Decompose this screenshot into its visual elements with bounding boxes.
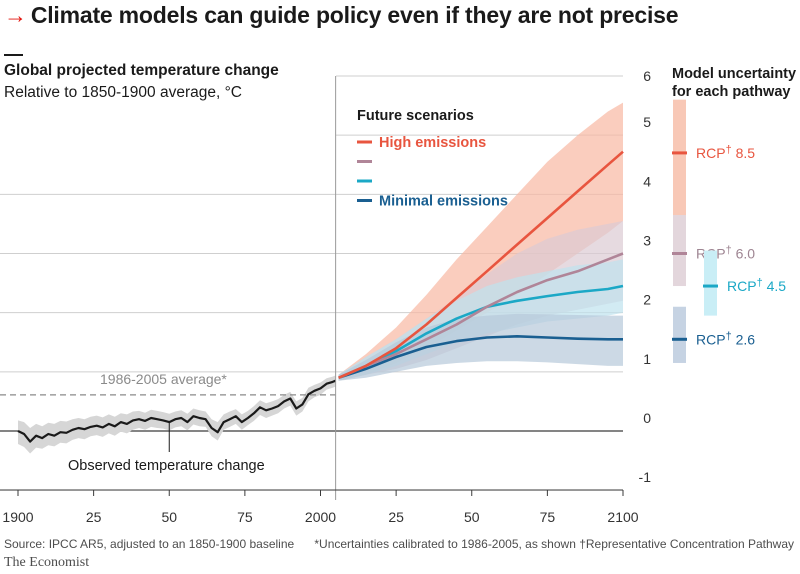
observed-line — [17, 379, 337, 443]
chart-headline: → Climate models can guide policy even if… — [4, 2, 679, 29]
y-tick-label: 5 — [643, 114, 651, 130]
scenario-band — [338, 102, 623, 381]
y-tick-label: -1 — [639, 469, 652, 485]
source-note: Source: IPCC AR5, adjusted to an 1850-19… — [4, 537, 295, 551]
panel-title-line2: for each pathway — [672, 84, 790, 100]
x-tick-label: 25 — [388, 509, 404, 525]
x-tick-label: 50 — [464, 509, 480, 525]
reference-layer: 1986-2005 average* — [0, 371, 336, 396]
x-tick-label: 75 — [540, 509, 556, 525]
scenario-line — [338, 252, 624, 379]
legend-label: Minimal emissions — [379, 194, 508, 210]
y-tick-label: 6 — [643, 68, 651, 84]
uncertainty-bar-label: RCP† 2.6 — [696, 330, 755, 347]
scenario-line — [338, 335, 623, 380]
title-rule — [4, 54, 23, 56]
uncertainty-bands — [18, 102, 623, 454]
panel-title-line1: Model uncertainty — [672, 66, 796, 82]
uncertainty-panel: Model uncertainty for each pathway RCP† 8.… — [672, 66, 796, 363]
uncertainty-bar — [704, 250, 717, 316]
uncertainty-bar-label: RCP† 4.5 — [727, 277, 786, 294]
reference-line-label: 1986-2005 average* — [100, 371, 227, 387]
uncertainty-bar — [673, 99, 686, 242]
brand-logo: The Economist — [4, 555, 90, 570]
uncertainty-bar-label: RCP† 6.0 — [696, 245, 755, 262]
y-tick-label: 1 — [643, 351, 651, 367]
legend: Future scenarios High emissions Minimal em… — [357, 108, 508, 210]
uncertainty-bar-label: RCP† 8.5 — [696, 144, 755, 161]
x-tick-label: 2000 — [305, 509, 336, 525]
uncertainty-bar — [673, 306, 686, 363]
observed-band — [18, 375, 336, 454]
scenario-band — [338, 313, 623, 381]
x-tick-label: 50 — [161, 509, 177, 525]
x-tick-label: 2100 — [607, 509, 638, 525]
x-tick-label: 75 — [237, 509, 253, 525]
y-tick-label: 3 — [643, 233, 651, 249]
y-tick-label: 0 — [643, 410, 651, 426]
chart-title: Global projected temperature change — [4, 62, 279, 79]
legend-title: Future scenarios — [357, 108, 474, 124]
legend-label: High emissions — [379, 135, 486, 151]
x-tick-label: 25 — [86, 509, 102, 525]
axes: 6 5 4 3 2 1 0 -1 1900 25 50 75 2000 25 50 75 2100 — [0, 68, 651, 525]
observed-label: Observed temperature change — [68, 458, 265, 474]
x-tick-label: 1900 — [2, 509, 33, 525]
chart-subtitle: Relative to 1850-1900 average, °C — [4, 84, 242, 101]
scenario-line — [338, 150, 624, 379]
uncertainty-bar — [673, 215, 686, 287]
y-tick-label: 2 — [643, 292, 651, 308]
headline-text: Climate models can guide policy even if … — [30, 2, 679, 28]
footnote: *Uncertainties calibrated to 1986-2005, … — [314, 537, 794, 551]
y-tick-label: 4 — [643, 173, 651, 189]
series-lines: Observed temperature change — [17, 150, 624, 474]
arrow-icon: → — [4, 2, 27, 28]
